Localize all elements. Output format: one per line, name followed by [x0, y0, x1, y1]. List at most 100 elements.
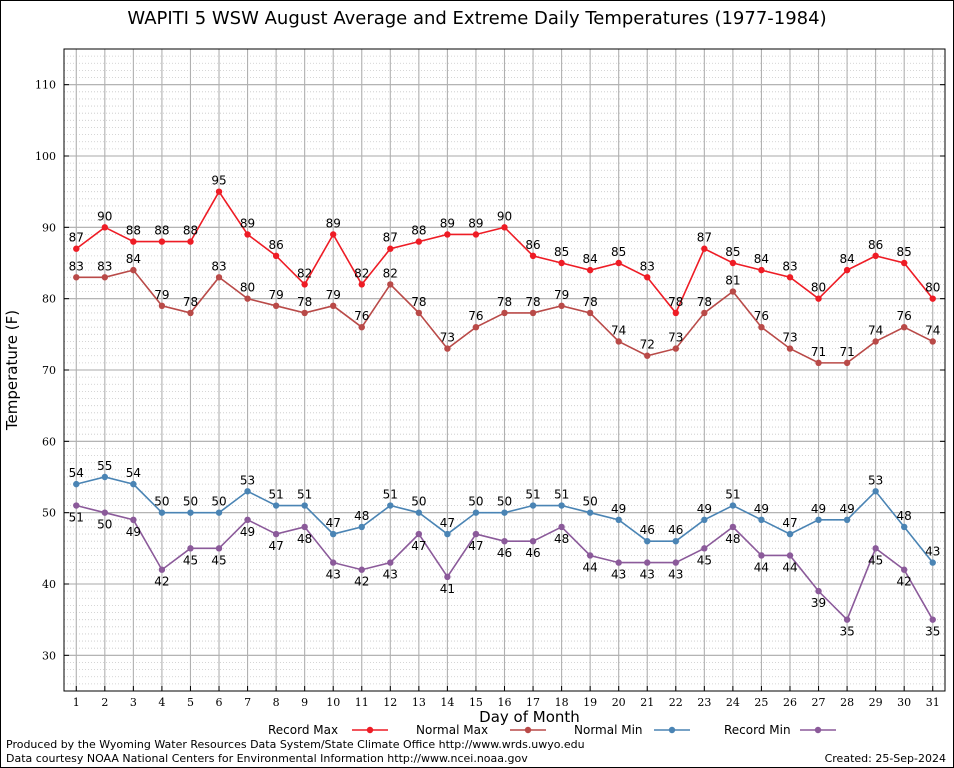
footer-created: Created: 25-Sep-2024	[824, 752, 946, 765]
record-max-point	[244, 231, 251, 238]
normal-min-data-label: 51	[554, 488, 569, 502]
record-min-data-label: 46	[497, 546, 512, 560]
normal-min-point	[872, 488, 879, 495]
x-tick-label: 9	[301, 696, 308, 709]
record-max-data-label: 89	[468, 216, 483, 230]
record-max-data-label: 80	[925, 281, 940, 295]
record-min-data-label: 35	[925, 625, 940, 639]
record-max-data-label: 84	[583, 252, 598, 266]
y-tick-label: 70	[42, 364, 56, 377]
normal-max-point	[444, 345, 451, 352]
normal-min-point	[444, 530, 451, 538]
record-max-point	[701, 245, 708, 252]
record-min-data-label: 44	[754, 560, 769, 574]
record-max-data-label: 86	[268, 238, 283, 252]
record-max-point	[843, 266, 851, 274]
normal-min-data-label: 43	[925, 545, 940, 559]
normal-max-point	[672, 345, 679, 352]
record-max-data-label: 85	[611, 245, 626, 259]
normal-min-data-label: 51	[297, 488, 312, 502]
record-min-point	[701, 545, 708, 552]
normal-min-data-label: 49	[839, 502, 854, 516]
record-min-point	[501, 538, 508, 545]
normal-max-data-label: 74	[868, 323, 883, 337]
y-tick-label: 30	[42, 649, 56, 662]
x-tick-label: 18	[555, 696, 569, 709]
normal-min-data-label: 49	[611, 502, 626, 516]
normal-max-point	[472, 324, 480, 331]
y-tick-label: 110	[35, 79, 56, 92]
x-tick-label: 3	[130, 696, 137, 709]
x-tick-label: 26	[783, 696, 797, 709]
normal-min-point	[130, 480, 137, 488]
record-max-data-label: 83	[782, 259, 797, 273]
record-min-point	[615, 559, 622, 566]
normal-min-point	[387, 502, 394, 509]
x-tick-label: 13	[412, 696, 426, 709]
record-max-point	[272, 252, 280, 260]
record-min-point	[158, 566, 166, 573]
x-tick-label: 7	[244, 696, 251, 709]
normal-max-point	[301, 309, 308, 317]
y-tick-label: 90	[42, 221, 56, 234]
record-max-data-label: 88	[126, 224, 141, 238]
normal-min-data-label: 47	[440, 516, 455, 530]
record-max-data-label: 88	[154, 224, 169, 238]
normal-max-data-label: 83	[97, 259, 112, 273]
x-tick-label: 31	[926, 696, 940, 709]
normal-min-data-label: 47	[782, 516, 797, 530]
x-tick-label: 27	[812, 696, 826, 709]
record-min-data-label: 42	[154, 575, 169, 589]
normal-max-point	[701, 309, 708, 317]
normal-max-data-label: 76	[354, 309, 369, 323]
normal-min-point	[215, 509, 223, 516]
record-max-point	[387, 245, 394, 252]
record-max-point	[900, 259, 908, 267]
record-max-data-label: 95	[211, 174, 226, 188]
record-min-point	[644, 559, 651, 566]
normal-max-data-label: 81	[725, 274, 740, 288]
record-max-point	[444, 231, 451, 238]
normal-max-legend-marker	[524, 726, 532, 734]
normal-min-legend-label: Normal Min	[574, 723, 643, 737]
x-tick-label: 20	[612, 696, 626, 709]
normal-max-data-label: 83	[211, 259, 226, 273]
normal-min-point	[900, 523, 908, 531]
x-tick-label: 19	[583, 696, 597, 709]
footer-data-courtesy: Data courtesy NOAA National Centers for …	[6, 752, 528, 765]
record-max-legend-marker	[366, 726, 374, 734]
normal-min-point	[187, 509, 194, 516]
x-tick-label: 8	[273, 696, 280, 709]
normal-max-data-label: 74	[925, 323, 940, 337]
normal-min-point	[244, 488, 251, 495]
normal-max-data-label: 79	[554, 288, 569, 302]
normal-min-point	[301, 502, 308, 509]
record-max-data-label: 85	[725, 245, 740, 259]
normal-max-point	[900, 324, 908, 331]
record-max-data-label: 83	[640, 259, 655, 273]
record-min-point	[586, 552, 594, 559]
record-max-data-label: 89	[440, 216, 455, 230]
record-min-point	[244, 516, 251, 523]
record-min-point	[101, 509, 109, 516]
record-min-point	[558, 523, 565, 531]
normal-min-point	[815, 516, 822, 523]
x-tick-label: 1	[73, 696, 80, 709]
record-max-point	[130, 238, 137, 245]
record-max-point	[815, 295, 822, 302]
normal-min-data-label: 49	[811, 502, 826, 516]
x-tick-label: 4	[158, 696, 165, 709]
record-max-point	[758, 266, 765, 274]
record-max-point	[301, 281, 308, 288]
record-max-data-label: 86	[868, 238, 883, 252]
normal-max-data-label: 78	[697, 295, 712, 309]
record-min-data-label: 49	[240, 525, 255, 539]
y-tick-label: 100	[35, 150, 56, 163]
record-min-point	[815, 587, 822, 595]
normal-min-legend-marker	[668, 726, 676, 734]
normal-min-data-label: 50	[183, 495, 198, 509]
record-max-data-label: 82	[297, 266, 312, 280]
record-min-point	[330, 559, 337, 566]
normal-min-point	[101, 473, 109, 481]
normal-max-point	[615, 338, 622, 345]
